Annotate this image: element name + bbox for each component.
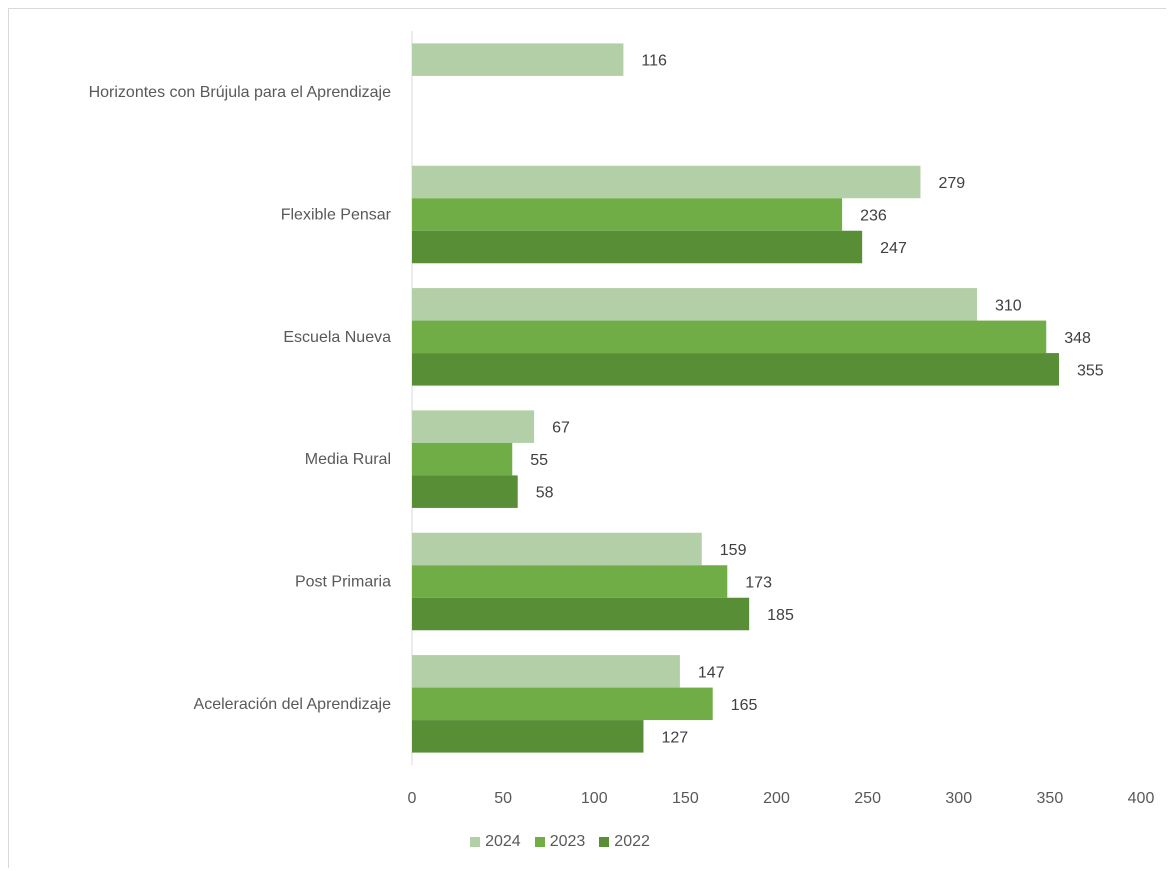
x-tick-label: 100 bbox=[581, 790, 608, 807]
legend-label: 2024 bbox=[485, 833, 521, 850]
bar-2022 bbox=[412, 230, 863, 264]
legend-label: 2023 bbox=[549, 833, 586, 850]
category-label: Post Primaria bbox=[295, 574, 391, 591]
bar-2022 bbox=[412, 597, 750, 631]
bar-2022 bbox=[412, 353, 1059, 386]
bar-2022 bbox=[412, 720, 644, 753]
bar-2024 bbox=[412, 288, 977, 321]
data-label: 236 bbox=[860, 208, 887, 225]
x-tick-label: 50 bbox=[494, 790, 512, 807]
bar-2022 bbox=[412, 475, 518, 508]
x-tick-label: 350 bbox=[1037, 790, 1064, 807]
data-label: 185 bbox=[767, 607, 794, 624]
chart-legend: 2024 2023 2022 bbox=[0, 833, 1120, 851]
bar-2024 bbox=[412, 410, 535, 443]
data-label: 58 bbox=[536, 485, 554, 502]
data-label: 127 bbox=[661, 729, 688, 746]
data-label: 67 bbox=[552, 420, 570, 437]
legend-item: 2022 bbox=[599, 833, 650, 851]
legend-item: 2024 bbox=[470, 833, 521, 851]
category-label: Escuela Nueva bbox=[283, 329, 391, 346]
bar-2024 bbox=[412, 532, 702, 566]
x-tick-label: 400 bbox=[1128, 790, 1155, 807]
data-label: 348 bbox=[1064, 330, 1091, 347]
category-label: Flexible Pensar bbox=[281, 207, 392, 224]
data-label: 173 bbox=[745, 575, 772, 592]
data-label: 159 bbox=[720, 542, 747, 559]
x-tick-label: 0 bbox=[408, 790, 417, 807]
legend-label: 2022 bbox=[614, 833, 650, 850]
x-tick-label: 200 bbox=[763, 790, 790, 807]
legend-swatch bbox=[599, 837, 610, 847]
data-label: 147 bbox=[698, 664, 725, 681]
bar-2024 bbox=[412, 43, 624, 76]
data-label: 247 bbox=[880, 240, 907, 257]
bar-2023 bbox=[412, 687, 713, 721]
category-label: Media Rural bbox=[305, 451, 391, 468]
data-label: 355 bbox=[1077, 362, 1104, 379]
data-label: 279 bbox=[938, 175, 965, 192]
bar-2023 bbox=[412, 198, 843, 231]
legend-item: 2023 bbox=[534, 833, 586, 851]
category-label: Horizontes con Brújula para el Aprendiza… bbox=[89, 84, 392, 101]
legend-swatch bbox=[534, 837, 545, 847]
bar-2024 bbox=[412, 655, 680, 688]
x-tick-label: 150 bbox=[672, 790, 699, 807]
data-label: 165 bbox=[731, 697, 758, 714]
bar-2024 bbox=[412, 165, 921, 199]
category-label: Aceleración del Aprendizaje bbox=[194, 696, 392, 713]
bar-2023 bbox=[412, 320, 1047, 354]
x-tick-label: 250 bbox=[854, 790, 881, 807]
x-tick-label: 300 bbox=[945, 790, 972, 807]
data-label: 116 bbox=[641, 53, 667, 70]
legend-swatch bbox=[470, 837, 481, 847]
bar-2023 bbox=[412, 565, 728, 598]
data-label: 310 bbox=[995, 297, 1022, 314]
bar-2023 bbox=[412, 442, 513, 476]
chart-frame bbox=[8, 8, 1166, 868]
data-label: 55 bbox=[530, 452, 548, 469]
